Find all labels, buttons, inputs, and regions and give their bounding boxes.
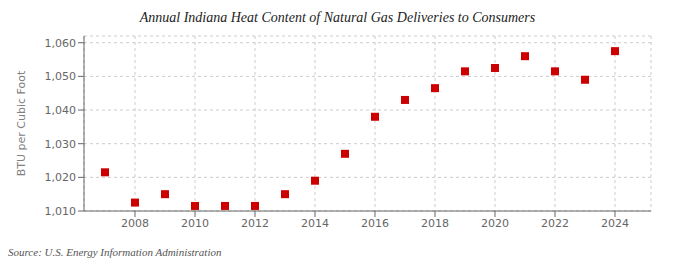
html-text:Source: U.S. Energy Informatio: Source: U.S. Energy Information Administ… [8,246,222,258]
svg-text:1,020: 1,020 [45,171,77,184]
svg-text:1,030: 1,030 [45,138,77,151]
svg-text:2008: 2008 [121,217,149,230]
svg-text:BTU per Cubic Foot: BTU per Cubic Foot [15,70,28,176]
svg-text:1,010: 1,010 [45,205,77,218]
svg-text:1,060: 1,060 [45,37,77,50]
svg-text:1,040: 1,040 [45,104,77,117]
svg-text:2016: 2016 [361,217,389,230]
html-text:Annual Indiana Heat Content of: Annual Indiana Heat Content of Natural G… [139,10,536,25]
svg-text:2024: 2024 [601,217,629,230]
svg-text:1,050: 1,050 [45,70,77,83]
svg-text:2012: 2012 [241,217,269,230]
svg-text:2022: 2022 [541,217,569,230]
svg-text:2020: 2020 [481,217,509,230]
svg-text:2018: 2018 [421,217,449,230]
svg-text:2010: 2010 [181,217,209,230]
svg-text:2014: 2014 [301,217,329,230]
